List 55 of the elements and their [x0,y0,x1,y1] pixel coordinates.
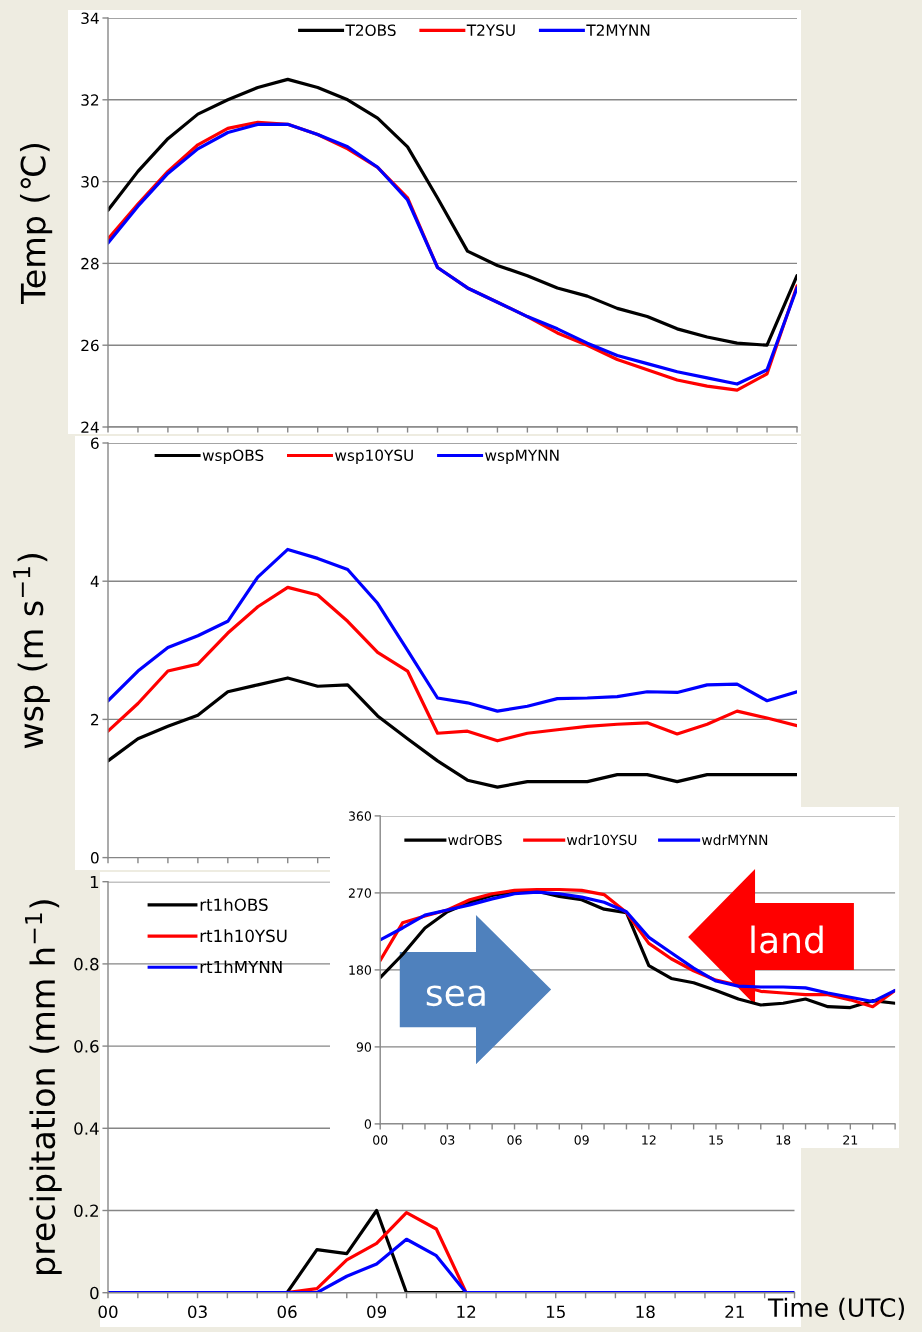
y-tick-label: 0 [90,1286,99,1300]
legend-label: rt1hOBS [200,898,268,912]
y-tick-label: 28 [81,257,99,270]
y-tick-label: 0.2 [74,1204,98,1218]
legend-label: T2OBS [345,24,396,36]
legend-label: rt1h10YSU [200,929,287,943]
x-tick-label: 06 [277,1305,297,1319]
y-tick-label: 0.8 [74,957,99,971]
y-tick-label: 34 [81,12,99,25]
y-tick-label: 24 [81,421,99,433]
legend-label: wsp10YSU [335,449,413,465]
x-tick-label: 12 [457,1305,476,1318]
y-tick-label: 2 [91,713,99,726]
y-tick-label: 32 [81,94,99,106]
legend-label: wspOBS [202,449,264,465]
y-tick-label: 30 [81,176,99,188]
y-tick-label: 180 [349,965,372,975]
x-tick-label: 15 [546,1305,565,1319]
legend-label: wdr10YSU [567,834,637,846]
y-tick-label: 4 [90,575,99,587]
legend-label: wdrOBS [448,834,502,846]
x-tick-label: 09 [574,1135,589,1145]
y-tick-label: 270 [348,888,372,898]
legend-label: wdrMYNN [701,834,768,846]
x-tick-label: 06 [507,1135,522,1145]
annotation: sea [426,985,485,1007]
x-tick-label: 21 [843,1135,858,1145]
legend-label: T2MYNN [586,24,650,36]
x-tick-label: 12 [642,1135,656,1145]
x-tick-label: 03 [440,1135,455,1145]
y-tick-label: 1 [90,875,99,889]
y-tick-label: 6 [91,437,99,450]
y-tick-label: 0.4 [74,1122,99,1135]
y-axis-title: precipitation (mm h$^{−1}$) [25,900,62,1275]
x-tick-label: 21 [725,1305,744,1318]
x-tick-label: 15 [709,1135,723,1145]
x-axis-title: Time (UTC) [767,1297,905,1320]
annotation: land [751,925,823,954]
x-tick-label: 03 [188,1305,207,1319]
y-tick-label: 0.6 [74,1040,99,1053]
x-tick-label: 00 [98,1305,118,1319]
x-tick-label: 00 [373,1135,388,1145]
x-tick-label: 18 [776,1135,791,1145]
y-tick-label: 0 [364,1119,372,1129]
x-tick-label: 09 [367,1305,387,1319]
y-tick-label: 90 [356,1042,372,1052]
x-tick-label: 18 [636,1305,655,1319]
y-axis-title: Temp (℃) [19,143,53,305]
y-tick-label: 0 [90,852,99,864]
y-tick-label: 360 [348,811,372,821]
legend-label: rt1hMYNN [200,960,282,974]
legend-label: wspMYNN [485,449,559,465]
legend-label: T2YSU [466,24,515,36]
y-axis-title: wsp (m s$^{−1}$) [13,554,50,749]
y-tick-label: 26 [81,339,99,352]
